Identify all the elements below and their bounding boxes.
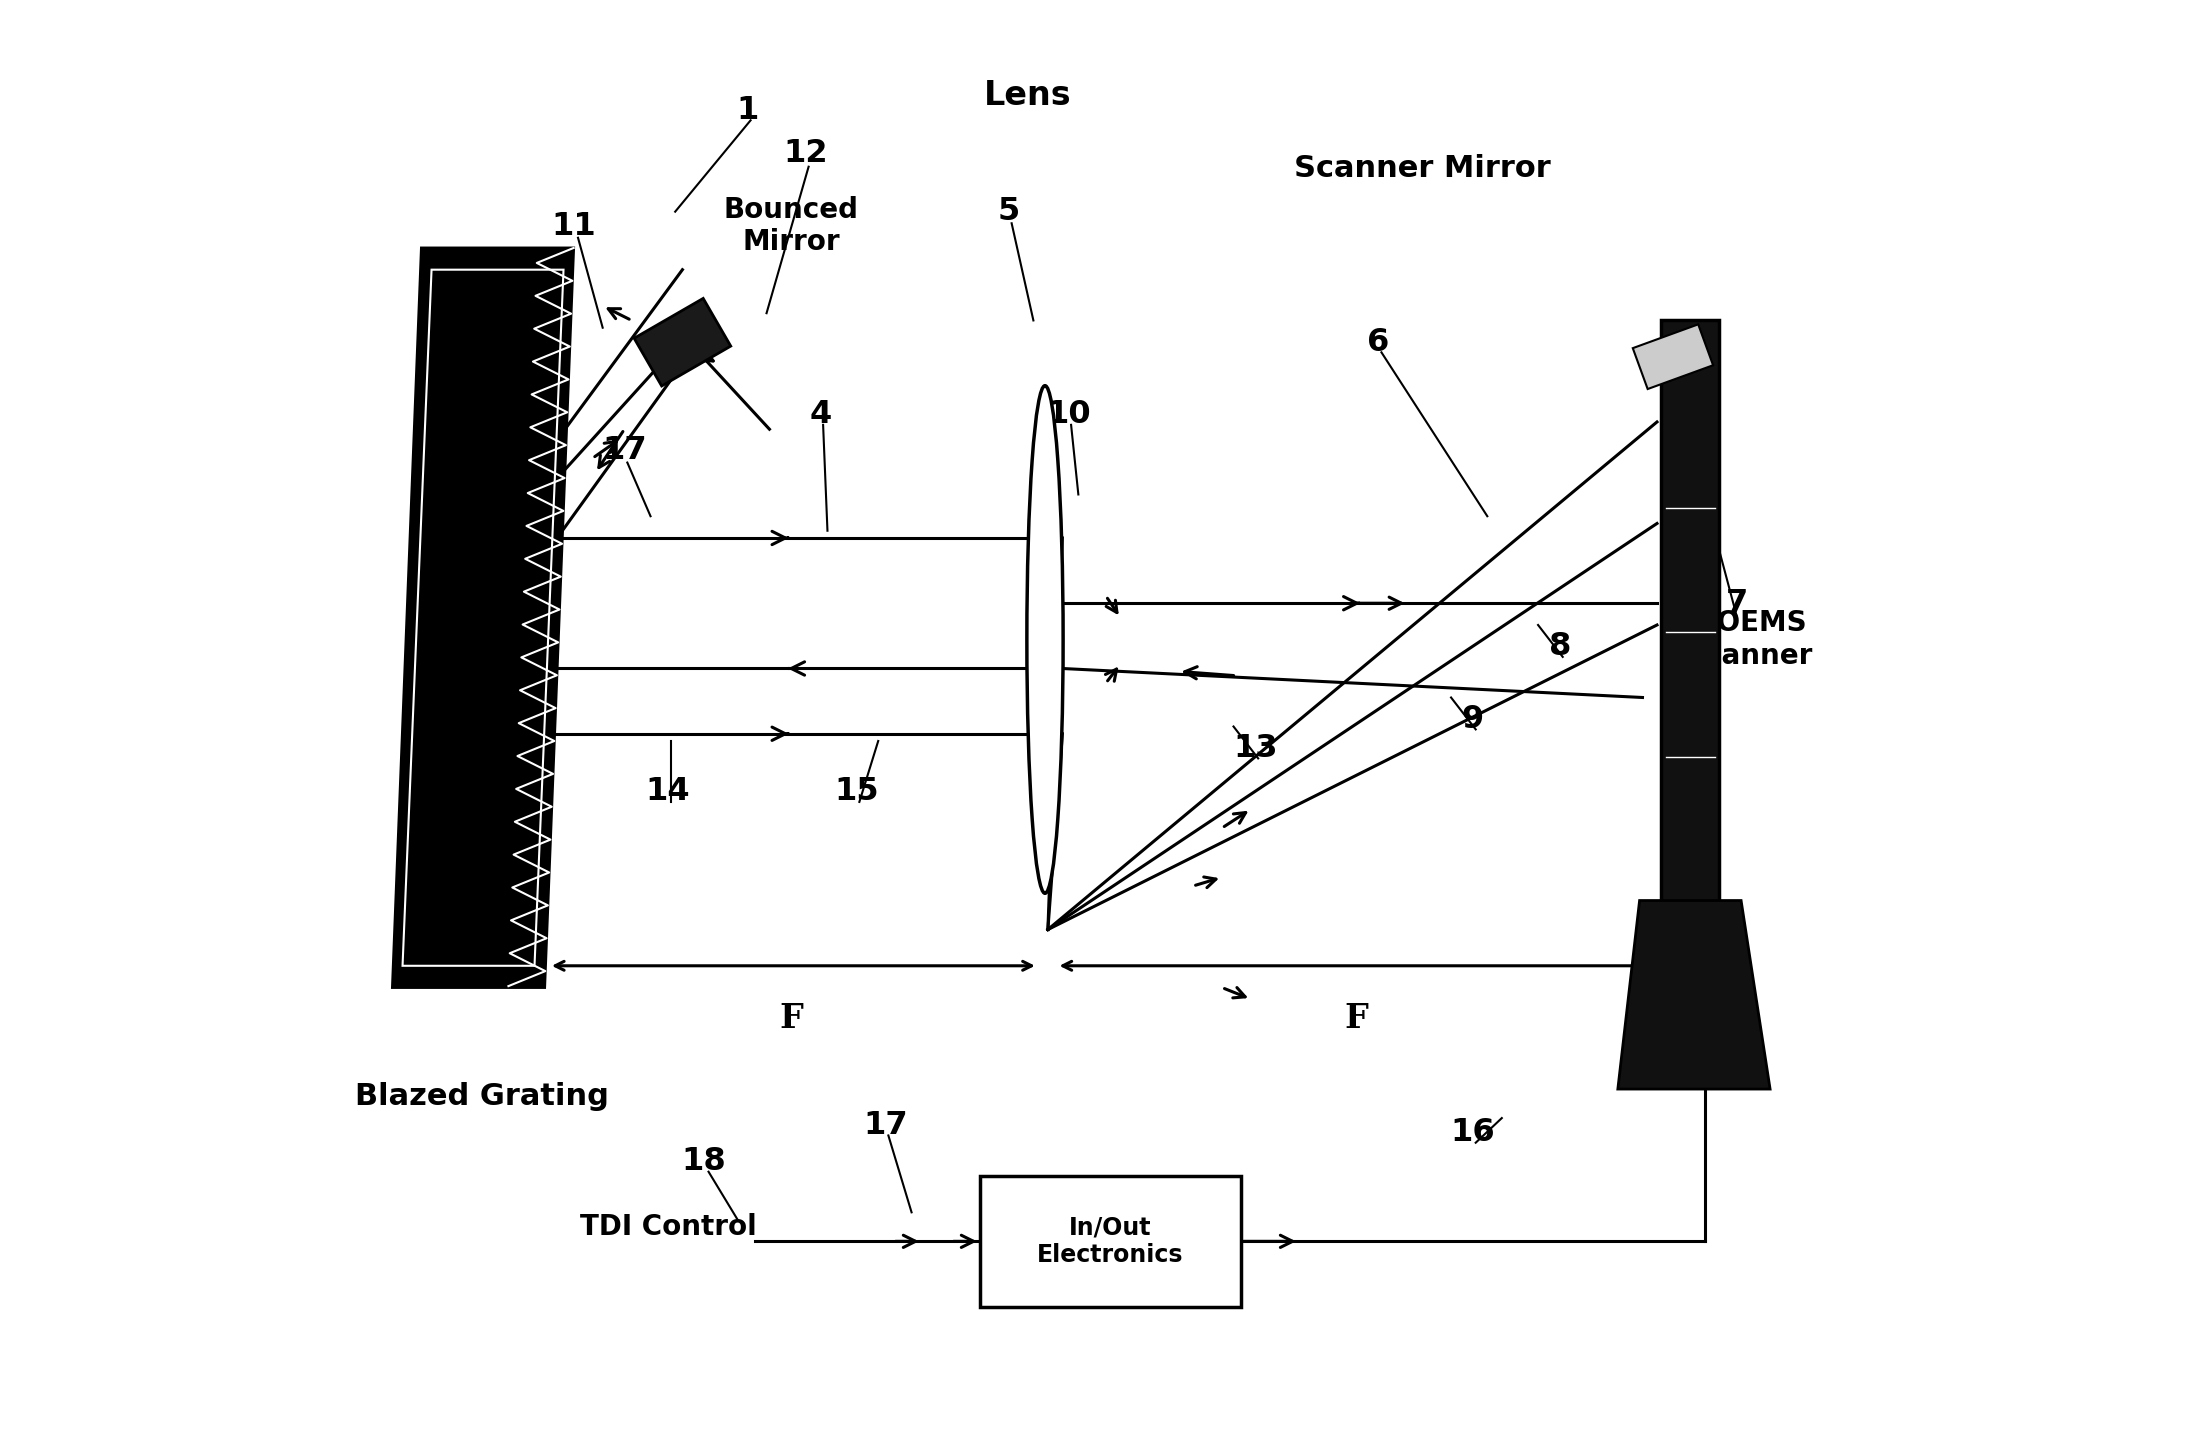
Text: 4: 4 bbox=[810, 400, 832, 430]
Text: 18: 18 bbox=[682, 1146, 726, 1177]
Polygon shape bbox=[1617, 901, 1769, 1090]
Text: 15: 15 bbox=[834, 776, 878, 808]
Text: 11: 11 bbox=[552, 211, 596, 241]
Text: 9: 9 bbox=[1463, 703, 1485, 735]
Text: 6: 6 bbox=[1368, 327, 1390, 357]
Text: 2: 2 bbox=[476, 283, 499, 314]
Text: 17: 17 bbox=[863, 1110, 909, 1141]
Text: 5: 5 bbox=[997, 196, 1019, 227]
Text: 10: 10 bbox=[1046, 400, 1090, 430]
FancyBboxPatch shape bbox=[979, 1175, 1240, 1306]
Text: 13: 13 bbox=[1233, 732, 1277, 764]
Text: 12: 12 bbox=[783, 138, 827, 169]
Polygon shape bbox=[1661, 321, 1718, 944]
Polygon shape bbox=[633, 298, 730, 386]
Text: F: F bbox=[1346, 1003, 1368, 1035]
Polygon shape bbox=[393, 248, 574, 988]
Text: TDI Control: TDI Control bbox=[580, 1213, 757, 1241]
Polygon shape bbox=[1632, 324, 1714, 389]
Text: Scanner Mirror: Scanner Mirror bbox=[1293, 154, 1551, 183]
Text: 2: 2 bbox=[457, 950, 479, 981]
Text: Bounced
Mirror: Bounced Mirror bbox=[724, 196, 858, 256]
Text: MOEMS
Scanner: MOEMS Scanner bbox=[1685, 609, 1811, 670]
Text: 8: 8 bbox=[1549, 631, 1571, 663]
Text: Blazed Grating: Blazed Grating bbox=[355, 1082, 609, 1110]
Text: 3: 3 bbox=[417, 487, 439, 517]
Text: In/Out
Electronics: In/Out Electronics bbox=[1037, 1215, 1182, 1267]
Text: 16: 16 bbox=[1452, 1117, 1496, 1148]
Ellipse shape bbox=[1026, 385, 1063, 894]
Text: Lens: Lens bbox=[984, 78, 1072, 112]
Text: 1: 1 bbox=[737, 94, 759, 125]
Text: 14: 14 bbox=[646, 776, 690, 808]
Text: 7: 7 bbox=[1725, 587, 1747, 619]
Text: 17: 17 bbox=[602, 436, 646, 466]
Text: F: F bbox=[779, 1003, 803, 1035]
